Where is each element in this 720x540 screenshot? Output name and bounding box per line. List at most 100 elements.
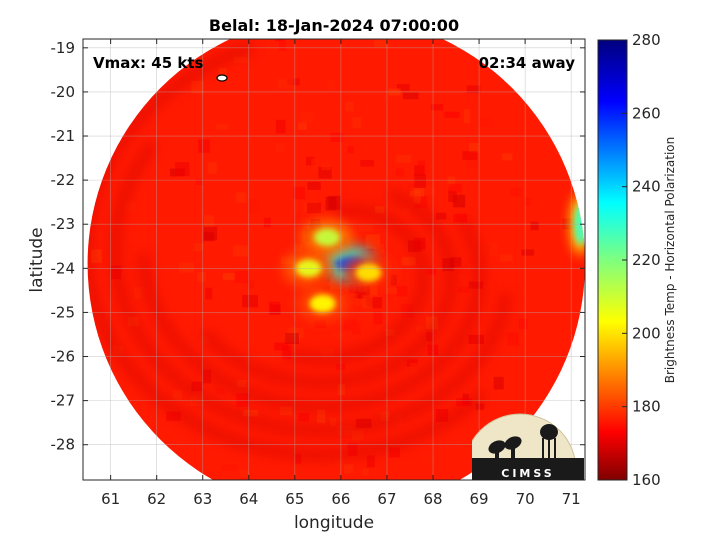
swath-pixel: [341, 292, 358, 305]
spiral-band: [286, 205, 429, 365]
swath-pixel: [448, 183, 463, 193]
swath-pixel: [401, 208, 411, 216]
swath-pixel: [413, 237, 426, 250]
swath-pixel: [348, 283, 359, 295]
chart-title: Belal: 18-Jan-2024 07:00:00: [209, 16, 459, 35]
swath-pixel: [280, 406, 293, 416]
colorbar-label: Brightness Temp - Horizontal Polarizatio…: [663, 137, 677, 384]
swath-pixel: [345, 101, 354, 112]
swath-pixel: [396, 286, 408, 297]
cimss-logo: CIMSS: [472, 413, 584, 480]
swath-pixel: [337, 384, 346, 396]
swath-pixel: [475, 403, 485, 410]
swath-pixel: [265, 489, 272, 500]
swath-pixel: [248, 199, 260, 213]
x-tick-label: 71: [562, 490, 581, 508]
swath-pixel: [423, 186, 436, 196]
colorbar-tick-label: 240: [632, 178, 661, 196]
swath-pixel: [375, 206, 385, 214]
y-axis-label: latitude: [27, 227, 47, 292]
swath-pixel: [327, 79, 336, 91]
y-tick-label: -28: [51, 436, 76, 454]
swath-pixel: [197, 272, 206, 282]
y-tick-label: -19: [51, 39, 76, 57]
swath-pixel: [335, 363, 346, 371]
swath-pixel: [243, 409, 259, 417]
y-tick-label: -25: [51, 303, 76, 321]
swath-pixel: [389, 447, 401, 458]
swath-pixel: [279, 40, 287, 51]
swath-pixel: [204, 214, 214, 228]
swath-pixel: [195, 178, 203, 185]
colorbar-tick-label: 160: [632, 471, 661, 489]
feature-inner-ring-east: [355, 263, 382, 282]
swath-pixel: [448, 191, 457, 203]
swath-pixel: [215, 387, 225, 395]
swath-pixel: [409, 362, 418, 377]
swath-pixel: [468, 334, 484, 345]
colorbar-tick-label: 260: [632, 104, 661, 122]
swath-pixel: [255, 383, 271, 395]
x-tick-label: 61: [101, 490, 120, 508]
swath-pixel: [202, 369, 212, 384]
swath-pixel: [284, 333, 299, 345]
swath-pixel: [247, 280, 255, 289]
swath-pixel: [343, 464, 354, 474]
swath-pixel: [366, 297, 382, 309]
swath-pixel: [207, 162, 217, 174]
spiral-band: [87, 41, 488, 460]
swath-pixel: [407, 183, 414, 192]
swath-pixel: [390, 274, 397, 286]
swath-pixel: [359, 224, 373, 232]
x-tick-label: 69: [470, 490, 489, 508]
spiral-band: [109, 140, 512, 436]
swath-pixel: [221, 464, 238, 471]
swath-pixel: [331, 331, 347, 341]
swath-pixel: [354, 291, 367, 299]
swath-pixel: [469, 143, 479, 153]
small-contour-marker: [216, 74, 228, 82]
swath-pixel: [304, 501, 312, 511]
swath-pixel: [417, 160, 426, 175]
swath-pixel: [317, 409, 326, 424]
swath-pixel: [415, 325, 426, 332]
swath-pixel: [191, 80, 204, 94]
swath-pixel: [414, 174, 427, 188]
swath-pixel: [518, 318, 528, 330]
y-tick-label: -26: [51, 348, 76, 366]
swath-pixel: [275, 39, 285, 42]
axes-box: [82, 38, 586, 481]
y-tick-label: -24: [51, 259, 76, 277]
swath-pixel: [354, 295, 364, 306]
swath-pixel: [175, 162, 190, 176]
x-tick-label: 65: [285, 490, 304, 508]
y-tick-label: -20: [51, 83, 76, 101]
swath-pixel: [352, 117, 362, 128]
swath-pixel: [294, 244, 303, 252]
swath-pixel: [236, 192, 247, 203]
logo-ground: [472, 458, 584, 480]
swath-pixel: [325, 196, 337, 211]
swath-pixel: [329, 417, 337, 426]
swath-pixel: [489, 242, 499, 257]
swath-pixel: [374, 39, 389, 48]
water-tower-icon: [540, 424, 558, 460]
swath-pixel: [457, 286, 470, 293]
swath-pixel: [409, 188, 425, 197]
swath-pixel: [307, 181, 321, 190]
swath-pixel: [343, 319, 359, 331]
swath-pixel: [402, 92, 419, 100]
swath-pixel: [478, 116, 493, 127]
x-tick-label: 67: [377, 490, 396, 508]
swath-pixel: [263, 217, 271, 228]
colorbar-tick-label: 180: [632, 398, 661, 416]
swath-pixel: [395, 168, 405, 177]
swath-pixel: [530, 221, 539, 231]
swath-pixel: [360, 160, 374, 167]
swath-pixel: [421, 454, 435, 465]
swath-pixel: [281, 345, 292, 360]
swath-pixel: [373, 311, 383, 325]
swath-pixel: [91, 249, 102, 263]
swath-pixel: [203, 226, 218, 241]
swath-pixel: [198, 139, 210, 153]
